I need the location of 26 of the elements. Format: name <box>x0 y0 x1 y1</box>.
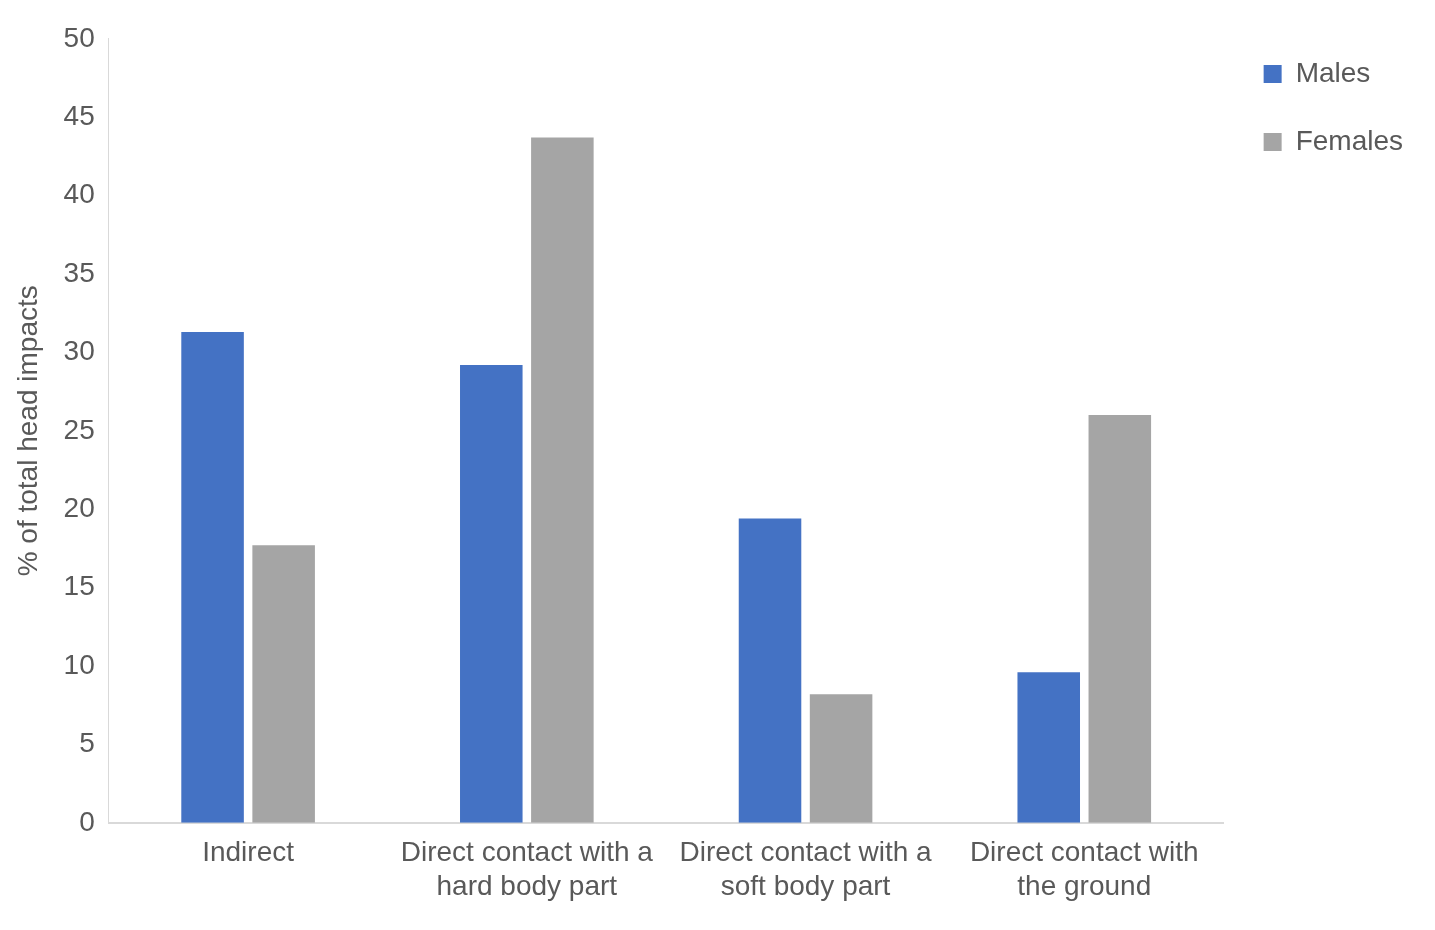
y-tick-label: 20 <box>63 491 95 523</box>
y-tick-label: 35 <box>63 256 95 288</box>
y-tick-label: 0 <box>79 805 95 837</box>
bar <box>181 332 244 823</box>
x-tick-label: Direct contact with the ground <box>969 836 1199 901</box>
y-tick-label: 25 <box>63 413 95 445</box>
y-tick-label: 45 <box>63 99 95 131</box>
legend-label: Females <box>1295 124 1404 156</box>
x-tick-label: Direct contact with a soft body part <box>679 836 933 901</box>
legend-label: Males <box>1295 56 1371 88</box>
y-tick-label: 40 <box>63 178 95 210</box>
y-tick-label: 5 <box>79 727 95 759</box>
bar <box>1017 672 1081 823</box>
x-tick-label: Indirect <box>202 836 295 868</box>
bar <box>460 364 523 823</box>
bar <box>1088 415 1152 823</box>
x-tick-label: Direct contact with a hard body part <box>400 836 654 901</box>
y-tick-label: 15 <box>63 570 95 602</box>
bar <box>809 694 873 823</box>
y-tick-label: 30 <box>63 335 95 367</box>
y-tick-label: 50 <box>63 21 95 53</box>
y-axis-title: % of total head impacts <box>11 285 43 577</box>
bar <box>531 137 594 823</box>
bar <box>252 545 315 823</box>
y-tick-label: 10 <box>63 648 95 680</box>
bar <box>738 518 802 823</box>
